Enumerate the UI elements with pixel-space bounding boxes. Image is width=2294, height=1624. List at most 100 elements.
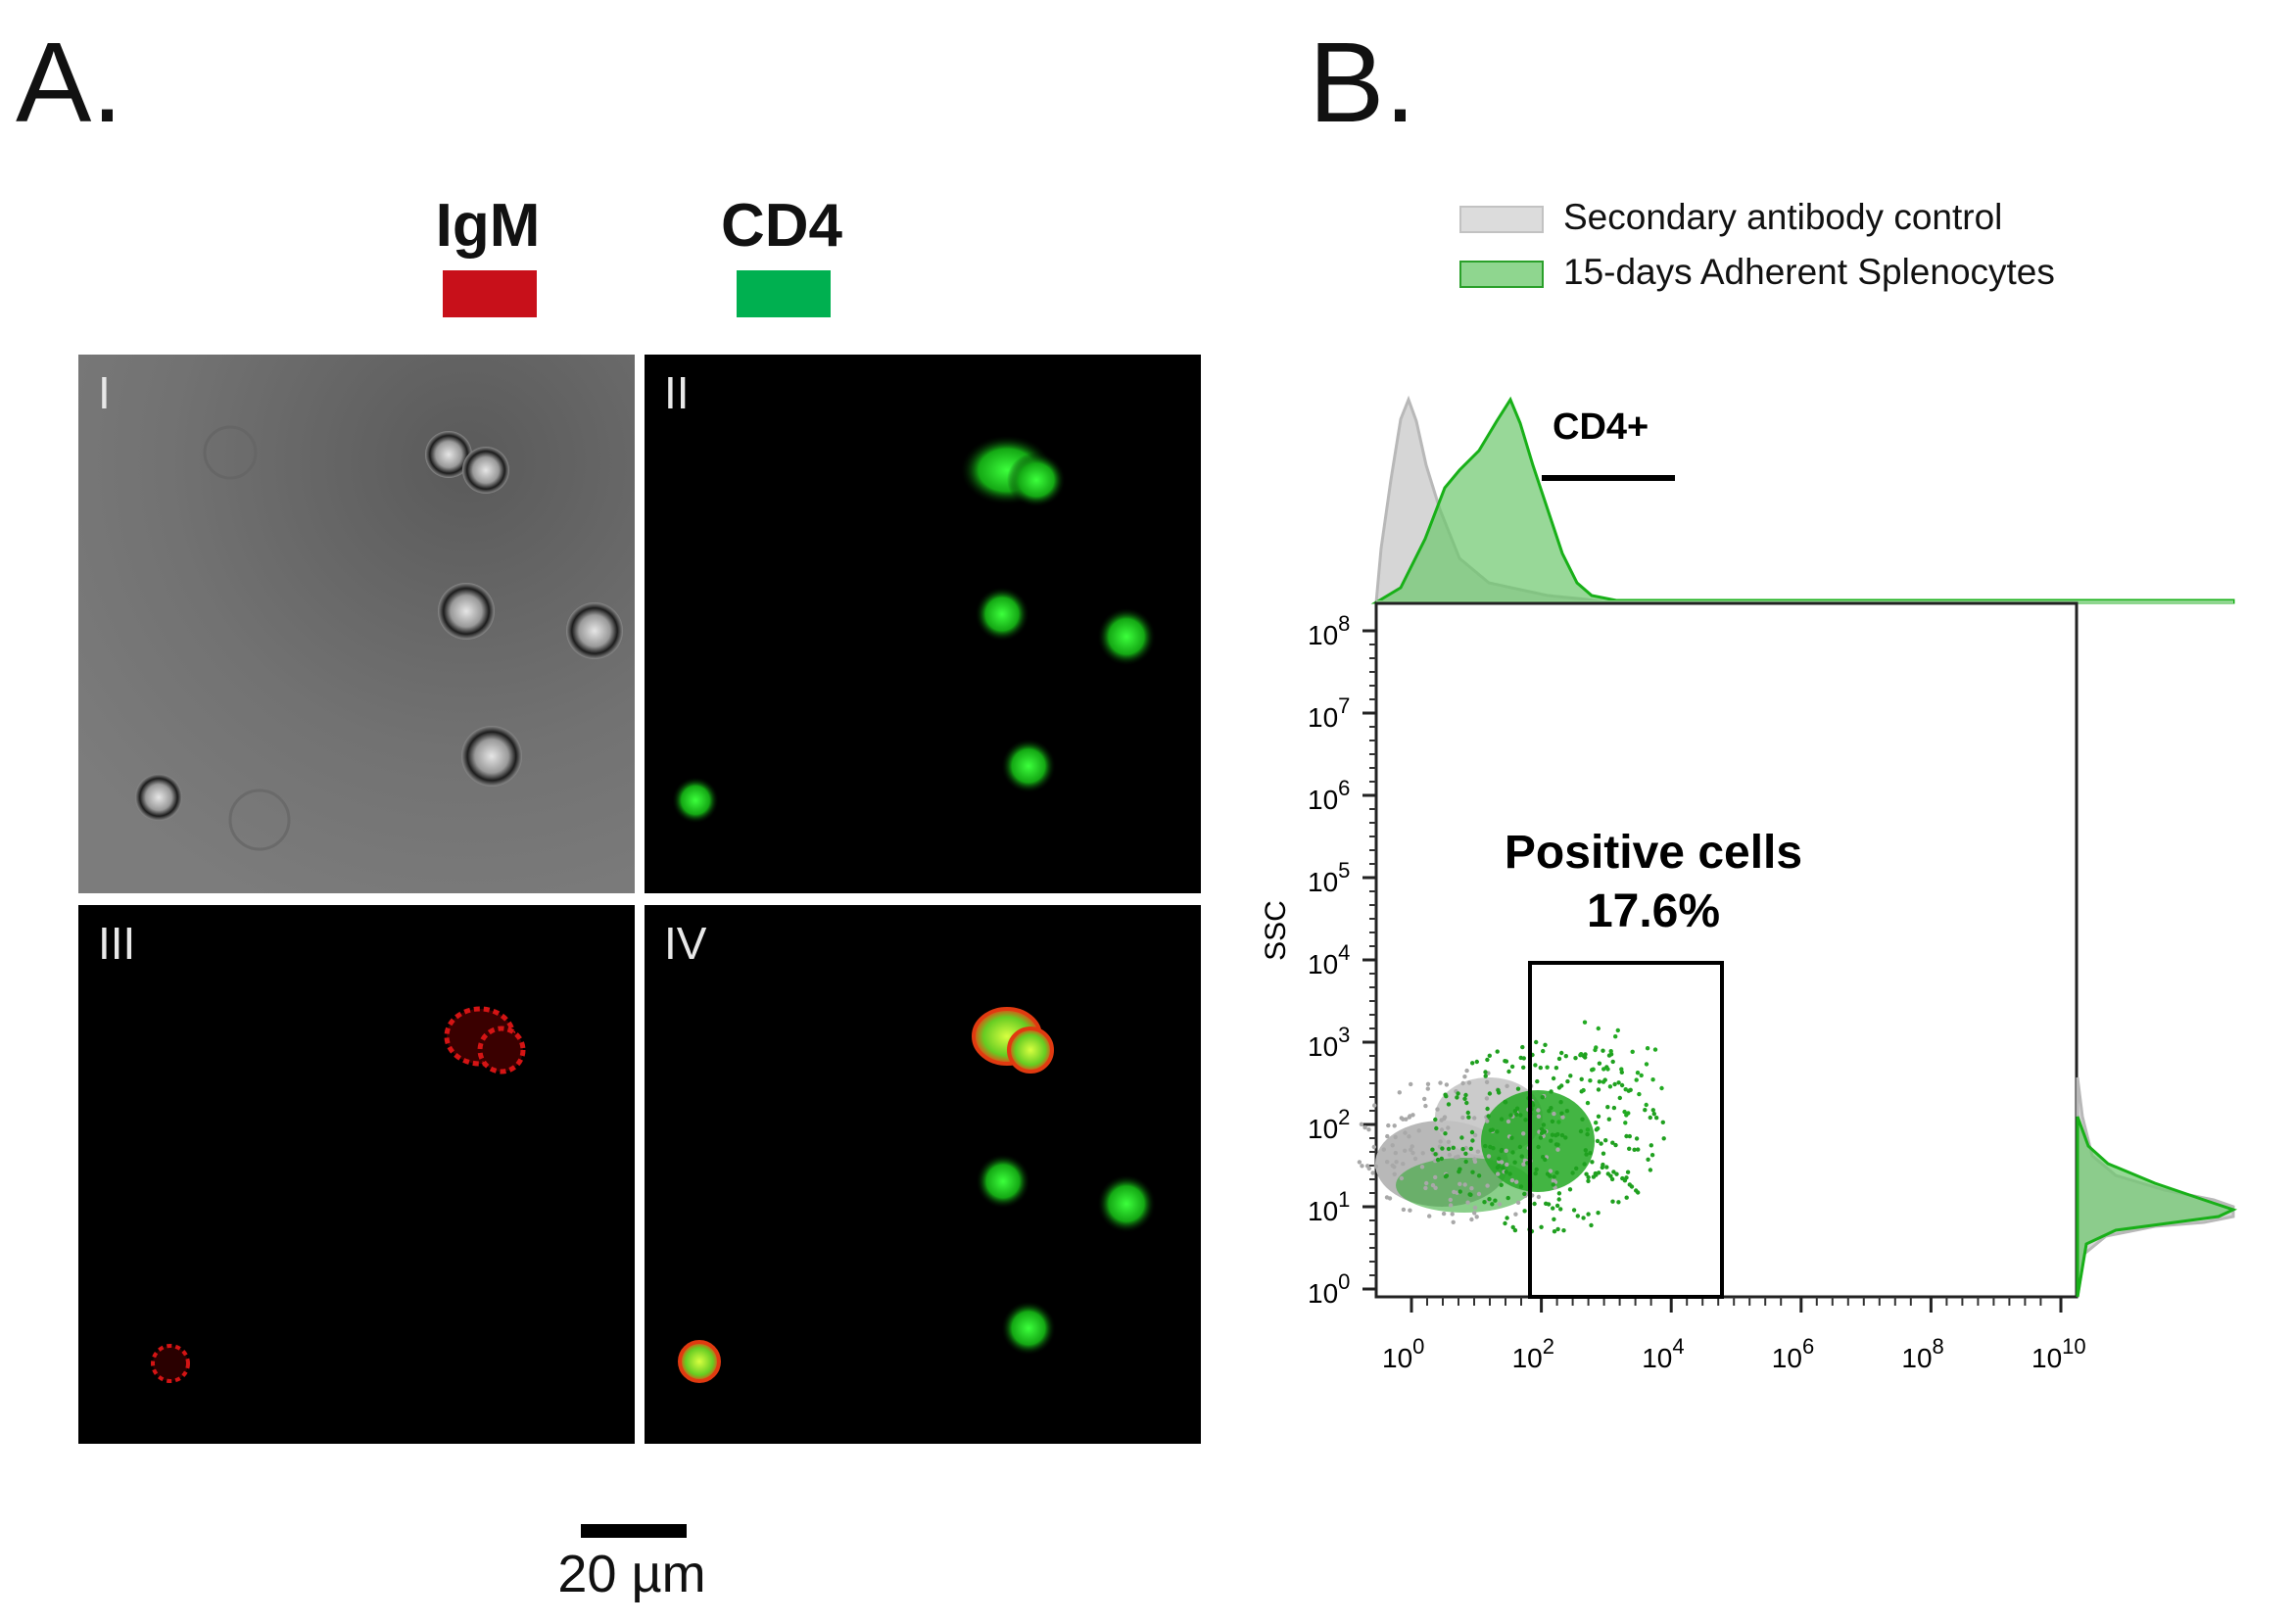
scatter-point [1357,1160,1362,1165]
scatter-point [1601,1151,1606,1156]
scatter-point [1518,1184,1524,1189]
scatter-point [1597,1079,1602,1084]
scatter-point [1505,1083,1509,1088]
y-tick-label: 104 [1308,940,1350,979]
scatter-point [1499,1182,1504,1187]
scatter-point [1588,1078,1593,1083]
scatter-point [1399,1175,1405,1181]
scatter-point [1491,1146,1496,1151]
scatter-point [1501,1166,1505,1170]
scatter-point [1613,1142,1618,1148]
scatter-point [1401,1162,1406,1167]
scatter-point [1574,1166,1579,1171]
legend-label-sample: 15-days Adherent Splenocytes [1563,252,2055,292]
scatter-point [1585,1100,1591,1106]
scatter-point [1505,1195,1510,1201]
scatter-point [1392,1123,1397,1128]
scatter-point [1485,1057,1490,1063]
scatter-point [1545,1171,1551,1176]
scatter-point [1614,1171,1619,1176]
scatter-point [1366,1166,1371,1171]
y-tick-label: 102 [1308,1105,1350,1144]
top-histogram [1370,395,2235,604]
scatter-point [1558,1207,1563,1212]
scatter-point [1399,1116,1404,1121]
scatter-point [1585,1127,1591,1132]
scatter-point [1408,1208,1412,1213]
scatter-point [1533,1170,1538,1176]
scatter-point [1552,1174,1556,1179]
scatter-point [1508,1113,1513,1118]
scatter-point [1514,1179,1519,1184]
scatter-point [1635,1071,1641,1075]
scatter-point [1581,1087,1586,1093]
scatter-point [1539,1126,1545,1131]
scatter-point [1563,1054,1568,1059]
scatter-point [1559,1083,1564,1088]
scatter-point [1393,1134,1398,1140]
scatter-point [1545,1065,1550,1070]
x-tick-label: 100 [1382,1334,1424,1373]
scatter-point [1556,1197,1561,1202]
scatter-point [1624,1175,1629,1180]
positive-cells-gate [1528,961,1724,1299]
cd4-gate-label: CD4+ [1553,406,1649,448]
scatter-point [1601,1048,1605,1053]
scatter-point [1596,1211,1601,1216]
scatter-point [1466,1080,1472,1085]
scatter-point [1644,1062,1649,1067]
scatter-point [1552,1229,1557,1234]
scatter-point [1555,1226,1560,1232]
scatter-point [1606,1117,1611,1122]
scatter-point [1637,1091,1642,1097]
scatter-point [1536,1114,1542,1119]
x-tick-label: 106 [1772,1334,1814,1373]
scatter-point [1634,1136,1640,1141]
scatter-point [1630,1049,1635,1054]
y-tick-label: 103 [1308,1023,1350,1062]
scatter-point [1639,1073,1644,1078]
scatter-point [1439,1156,1444,1162]
scatter-point [1483,1143,1488,1149]
scatter-point [1584,1171,1589,1176]
scatter-point [1554,1170,1559,1175]
scatter-point [1556,1056,1562,1062]
scatter-point [1423,1103,1428,1109]
scatter-point [1372,1103,1377,1108]
right-histogram [2076,1076,2238,1298]
scatter-point [1546,1202,1552,1207]
y-tick-label: 100 [1308,1269,1350,1309]
scatter-point [1490,1127,1495,1132]
scatter-point [1392,1165,1397,1170]
scatter-point [1600,1165,1604,1170]
scatter-point [1584,1152,1589,1157]
scatter-point [1441,1211,1447,1217]
scatter-point [1487,1053,1492,1058]
scatter-point [1522,1209,1527,1214]
scatter-point [1521,1065,1526,1070]
scatter-point [1446,1139,1452,1144]
scatter-point [1596,1114,1601,1119]
scatter-point [1582,1020,1588,1025]
scatter-point [1571,1208,1577,1213]
scatter-point [1610,1059,1615,1065]
scatter-point [1585,1131,1590,1137]
scatter-point [1422,1096,1427,1102]
y-tick-label: 107 [1308,693,1350,733]
scatter-point [1386,1122,1391,1128]
scatter-point [1589,1222,1594,1228]
scatter-point [1486,1114,1491,1119]
scatter-point [1425,1086,1430,1091]
scatter-point [1496,1164,1502,1170]
y-tick-label: 106 [1308,776,1350,815]
scatter-point [1611,1105,1617,1111]
scatter-point [1463,1151,1468,1156]
scatter-point [1590,1160,1595,1165]
scatter-point [1582,1162,1587,1167]
scatter-point [1555,1131,1560,1137]
scatter-point [1446,1125,1451,1130]
scatter-point [1503,1059,1507,1064]
scatter-point [1433,1117,1438,1122]
scatter-point [1555,1147,1560,1152]
scatter-point [1410,1113,1415,1118]
